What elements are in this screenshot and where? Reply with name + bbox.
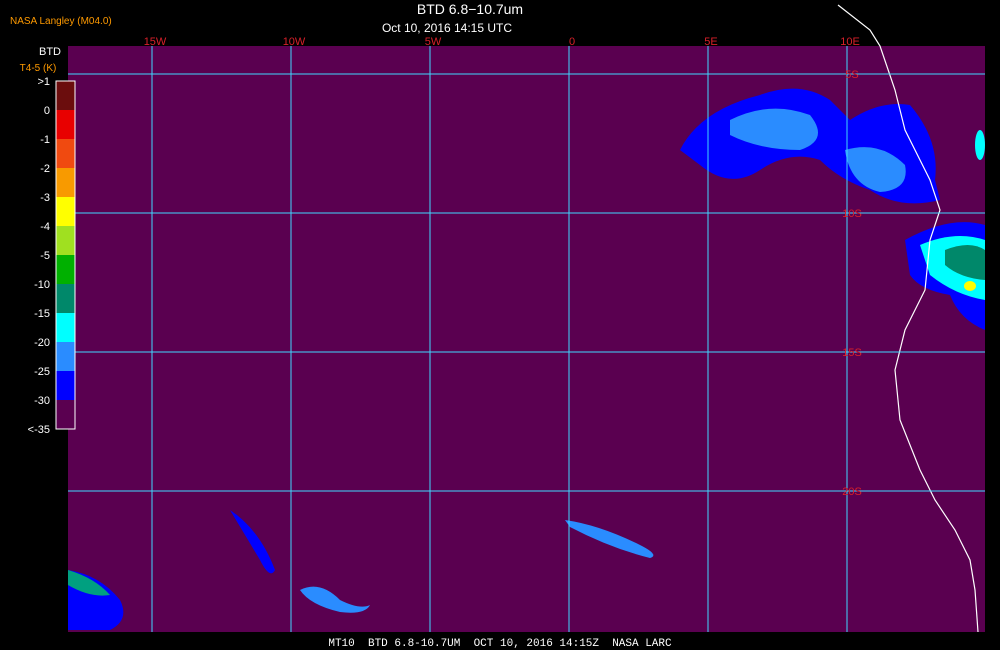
color-swatch	[56, 255, 75, 284]
graticule: 15W 10W 5W 0 5E 10E 5S 10S 15S 20S	[68, 36, 985, 632]
source-label: NASA Langley (M04.0)	[10, 16, 112, 27]
longitude-label: 10W	[283, 36, 306, 48]
latitude-label: 10S	[842, 208, 862, 220]
legend-label: -15	[34, 308, 50, 320]
color-swatch	[56, 197, 75, 226]
cloud	[68, 570, 110, 596]
color-swatch	[56, 139, 75, 168]
color-swatch	[56, 81, 75, 110]
cloud	[565, 520, 654, 558]
legend-label: -1	[40, 134, 50, 146]
legend-label: -5	[40, 250, 50, 262]
legend-label: -10	[34, 279, 50, 291]
color-swatch	[56, 284, 75, 313]
color-swatch	[56, 168, 75, 197]
color-swatch	[56, 226, 75, 255]
cloud	[230, 510, 275, 574]
legend-label: -20	[34, 337, 50, 349]
legend-label: -4	[40, 221, 50, 233]
clouds	[68, 88, 985, 630]
cloud	[300, 586, 370, 613]
cloud	[975, 130, 985, 160]
longitude-label: 10E	[840, 36, 860, 48]
legend-label: -30	[34, 395, 50, 407]
legend-label: <-35	[28, 424, 50, 436]
cloud	[845, 147, 906, 192]
legend-label: -25	[34, 366, 50, 378]
legend-title: BTD	[39, 46, 61, 58]
cloud	[945, 245, 985, 280]
footer: MT10 BTD 6.8-10.7UM OCT 10, 2016 14:15Z …	[328, 638, 672, 650]
legend-label: >1	[37, 76, 50, 88]
cloud	[964, 281, 976, 291]
longitude-label: 5E	[704, 36, 717, 48]
latitude-label: 15S	[842, 347, 862, 359]
coastline	[837, 4, 979, 633]
color-swatch	[56, 313, 75, 342]
colorbar-frame	[55, 80, 76, 430]
latitude-label: 20S	[842, 486, 862, 498]
latitude-label: 5S	[845, 69, 858, 81]
cloud	[730, 108, 818, 150]
color-swatch	[56, 400, 75, 429]
color-swatch	[56, 110, 75, 139]
color-swatch	[56, 342, 75, 371]
legend-label: -2	[40, 163, 50, 175]
longitude-label: 0	[569, 36, 575, 48]
colorbar: >1 0 -1 -2 -3 -4 -5 -10 -15 -20 -25 -30 <-35	[28, 76, 76, 436]
legend-label: 0	[44, 105, 50, 117]
legend-label: -3	[40, 192, 50, 204]
legend-subtitle: T4-5 (K)	[20, 63, 57, 74]
title: BTD 6.8−10.7um	[417, 1, 523, 17]
color-swatch	[56, 371, 75, 400]
longitude-label: 15W	[144, 36, 167, 48]
datetime: Oct 10, 2016 14:15 UTC	[382, 21, 512, 35]
longitude-label: 5W	[425, 36, 442, 48]
